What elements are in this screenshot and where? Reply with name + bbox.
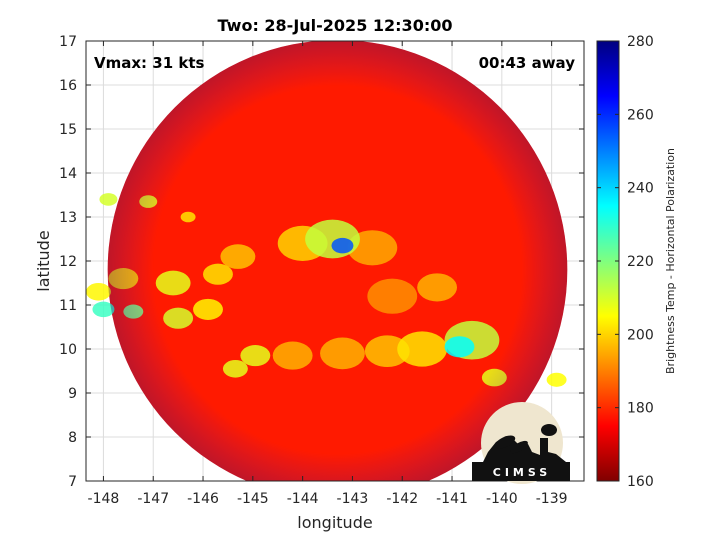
x-tick-label: -139 [536, 491, 568, 507]
swath-edge-shade [107, 41, 568, 481]
colorbar-tick-label: 260 [627, 107, 654, 123]
logo-water-tower [541, 424, 557, 436]
time-away-annotation: 00:43 away [479, 54, 576, 72]
colorbar [597, 41, 619, 481]
x-tick-label: -144 [287, 491, 319, 507]
y-tick-label: 15 [59, 122, 77, 138]
brightness-feature [546, 372, 567, 387]
logo-dish-2 [510, 440, 528, 454]
y-tick-label: 16 [59, 78, 77, 94]
x-tick-label: -141 [436, 491, 468, 507]
colorbar-tick-label: 280 [627, 34, 654, 50]
colorbar-tick-label: 160 [627, 474, 654, 490]
y-tick-label: 9 [68, 386, 77, 402]
brightness-feature [99, 193, 118, 206]
y-tick-label: 7 [68, 474, 77, 490]
y-tick-label: 8 [68, 430, 77, 446]
x-tick-label: -143 [337, 491, 369, 507]
x-tick-label: -140 [486, 491, 518, 507]
x-tick-label: -148 [88, 491, 120, 507]
logo-text: CIMSS [493, 466, 551, 479]
y-tick-label: 17 [59, 34, 77, 50]
colorbar-tick-label: 240 [627, 181, 654, 197]
colorbar-tick-label: 180 [627, 401, 654, 417]
y-axis: 7 8 9 10 11 12 13 14 15 16 17 [59, 34, 584, 490]
colorbar-ticks: 160 180 200 220 240 260 280 [597, 34, 654, 490]
colorbar-tick-label: 220 [627, 254, 654, 270]
x-axis-label: longitude [297, 513, 372, 532]
cimss-logo: CIMSS [472, 402, 570, 484]
logo-dish-1 [494, 435, 516, 449]
x-tick-label: -147 [137, 491, 169, 507]
y-tick-label: 14 [59, 166, 77, 182]
x-tick-label: -142 [386, 491, 418, 507]
x-tick-label: -146 [187, 491, 219, 507]
y-tick-label: 12 [59, 254, 77, 270]
logo-banner [472, 462, 570, 481]
chart-title: Two: 28-Jul-2025 12:30:00 [218, 16, 453, 35]
brightness-feature [86, 283, 111, 301]
colorbar-label: Brightness Temp - Horizontal Polarizatio… [664, 148, 677, 374]
x-tick-label: -145 [237, 491, 269, 507]
y-tick-label: 11 [59, 298, 77, 314]
brightness-feature [92, 301, 115, 318]
y-tick-label: 13 [59, 210, 77, 226]
colorbar-tick-label: 200 [627, 327, 654, 343]
x-axis: -148 -147 -146 -145 -144 -143 -142 -141 -140 -139 [88, 41, 568, 507]
y-axis-label: latitude [34, 230, 53, 291]
y-tick-label: 10 [59, 342, 77, 358]
vmax-annotation: Vmax: 31 kts [94, 54, 204, 72]
